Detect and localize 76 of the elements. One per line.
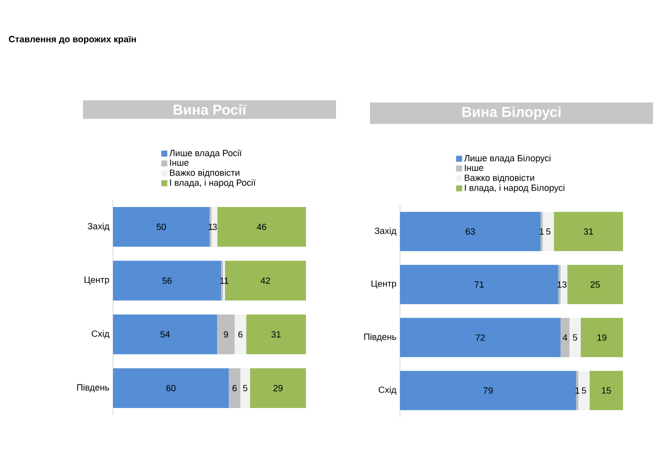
bar (560, 264, 568, 304)
bar (228, 368, 240, 408)
data-label: 1 (558, 281, 562, 288)
bar (400, 370, 576, 410)
bar (211, 206, 218, 247)
bar (560, 318, 570, 358)
data-label: 72 (476, 334, 485, 341)
y-tick-label: Захід (88, 222, 110, 232)
y-tick-label: Центр (372, 280, 396, 289)
bar (113, 368, 229, 408)
y-tick-label: Схід (378, 386, 396, 395)
data-label: 46 (256, 224, 266, 230)
bar (234, 314, 246, 354)
data-label: 3 (212, 224, 217, 230)
data-label: 5 (572, 334, 578, 341)
data-label: 54 (160, 331, 170, 338)
bar (224, 260, 306, 301)
data-label: 63 (466, 228, 475, 235)
legend-label: Важко відповісти (170, 169, 240, 178)
bar (400, 212, 540, 252)
data-label: 71 (474, 281, 484, 288)
y-tick-label: Захід (374, 227, 396, 236)
bar (246, 314, 306, 354)
bar (567, 264, 624, 304)
data-label: 60 (166, 384, 176, 392)
data-label: 25 (590, 281, 600, 288)
text: Ставлення до ворожих країн (8, 36, 136, 44)
data-label: 5 (546, 228, 550, 235)
bar (569, 318, 581, 358)
data-label: 1 (540, 228, 544, 235)
bar (580, 318, 624, 358)
legend-label: Інше (170, 160, 189, 166)
data-label: 29 (273, 384, 283, 392)
bar (240, 368, 250, 408)
y-tick-label: Центр (84, 276, 110, 285)
bar (554, 212, 624, 252)
bar (578, 370, 590, 410)
data-label: 6 (232, 384, 237, 392)
legend-label: Лише влада Білорусі (464, 154, 550, 164)
data-label: 3 (562, 281, 566, 288)
bar (217, 314, 235, 354)
bar (542, 212, 554, 252)
y-tick-label: Південь (77, 384, 110, 392)
bar (400, 318, 561, 358)
data-label: 1 (208, 224, 213, 230)
bar (250, 368, 306, 408)
data-label: 1 (575, 387, 580, 394)
data-label: 5 (582, 387, 586, 394)
bar (113, 206, 210, 247)
bar (590, 370, 624, 410)
legend-label: Важко відповісти (464, 174, 534, 183)
data-label: 9 (224, 331, 228, 338)
chart-title: Вина Росії (174, 104, 247, 115)
data-label: 19 (598, 334, 606, 341)
data-label: 79 (484, 387, 493, 394)
data-label: 56 (162, 277, 172, 284)
legend-label: Лише влада Росії (169, 150, 242, 158)
data-label: 4 (562, 334, 568, 341)
bar (113, 314, 218, 354)
bar (113, 260, 222, 301)
legend-label: І влада, і народ Білорусі (464, 184, 564, 193)
bar (217, 206, 306, 247)
data-label: 6 (238, 331, 242, 338)
chart-title: Вина Білорусі (462, 106, 560, 120)
y-tick-label: Схід (92, 330, 110, 339)
data-label: 42 (260, 277, 270, 284)
data-label: 50 (156, 224, 166, 230)
legend-label: Інше (464, 164, 484, 171)
bar (400, 264, 558, 304)
data-label: 1 (220, 278, 224, 284)
data-label: 31 (271, 331, 281, 338)
legend-label: І влада, і народ Росії (170, 179, 256, 188)
data-label: 15 (602, 387, 611, 394)
data-label: 5 (243, 384, 248, 392)
data-label: 31 (584, 228, 593, 235)
y-tick-label: Південь (364, 333, 396, 342)
